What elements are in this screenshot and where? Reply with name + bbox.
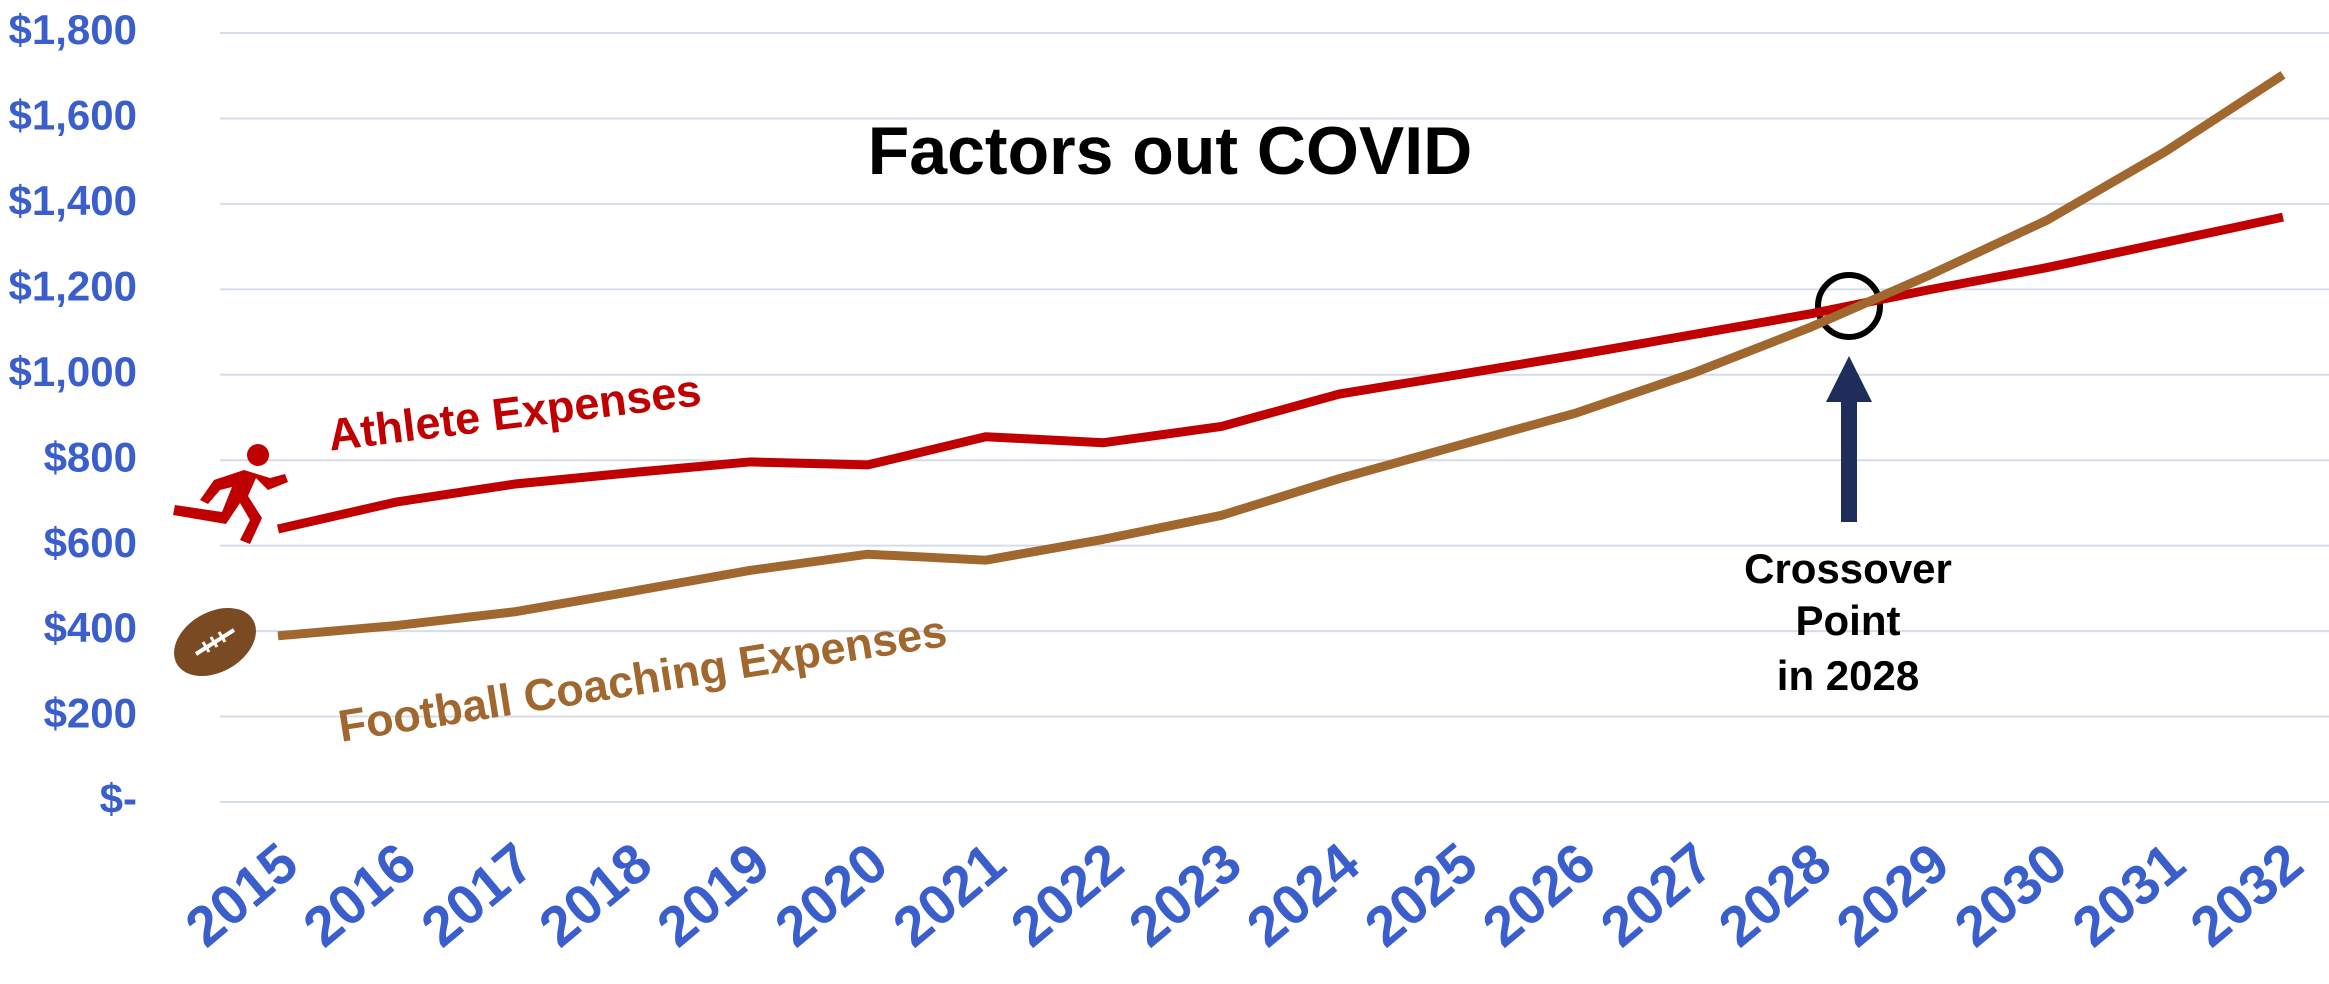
runner-icon [173,444,288,544]
y-tick-label: $1,200 [9,262,137,309]
y-tick-label: $600 [44,519,137,566]
y-tick-label: $1,600 [9,92,137,139]
y-tick-label: $1,400 [9,177,137,224]
annotation: Crossover [1744,545,1952,592]
y-tick-label: $800 [44,433,137,480]
y-tick-label: $400 [44,604,137,651]
x-tick-label: 2023 [1117,830,1253,958]
x-tick-label: 2021 [881,830,1017,958]
x-tick-label: 2022 [999,830,1135,958]
x-tick-label: 2031 [2060,830,2196,958]
x-tick-label: 2016 [291,830,427,958]
crossover-circle [1815,272,1883,340]
y-tick-label: $- [100,775,137,822]
x-tick-label: 2024 [1235,830,1371,958]
series-label: Athlete Expenses [325,364,704,460]
x-tick-label: 2017 [409,830,545,958]
y-tick-label: $200 [44,690,137,737]
y-tick-label: $1,800 [9,6,137,53]
x-tick-label: 2029 [1824,830,1960,958]
annotation: Point [1796,597,1901,644]
x-tick-label: 2026 [1471,830,1607,958]
x-tick-label: 2032 [2178,830,2314,958]
x-tick-label: 2018 [527,830,663,958]
x-tick-label: 2015 [173,830,309,958]
x-tick-label: 2028 [1707,830,1843,958]
x-tick-label: 2030 [1942,830,2078,958]
arrow-head [1826,356,1872,402]
x-tick-label: 2025 [1353,830,1489,958]
y-tick-label: $1,000 [9,348,137,395]
series-label: Football Coaching Expenses [335,605,951,752]
annotation: in 2028 [1777,652,1919,699]
series-line [277,71,2286,641]
x-tick-label: 2020 [763,830,899,958]
football-icon [174,607,256,677]
x-tick-label: 2027 [1589,830,1725,958]
chart-title: Factors out COVID [868,113,1473,189]
x-tick-label: 2019 [645,830,781,958]
series-line [276,212,2284,534]
